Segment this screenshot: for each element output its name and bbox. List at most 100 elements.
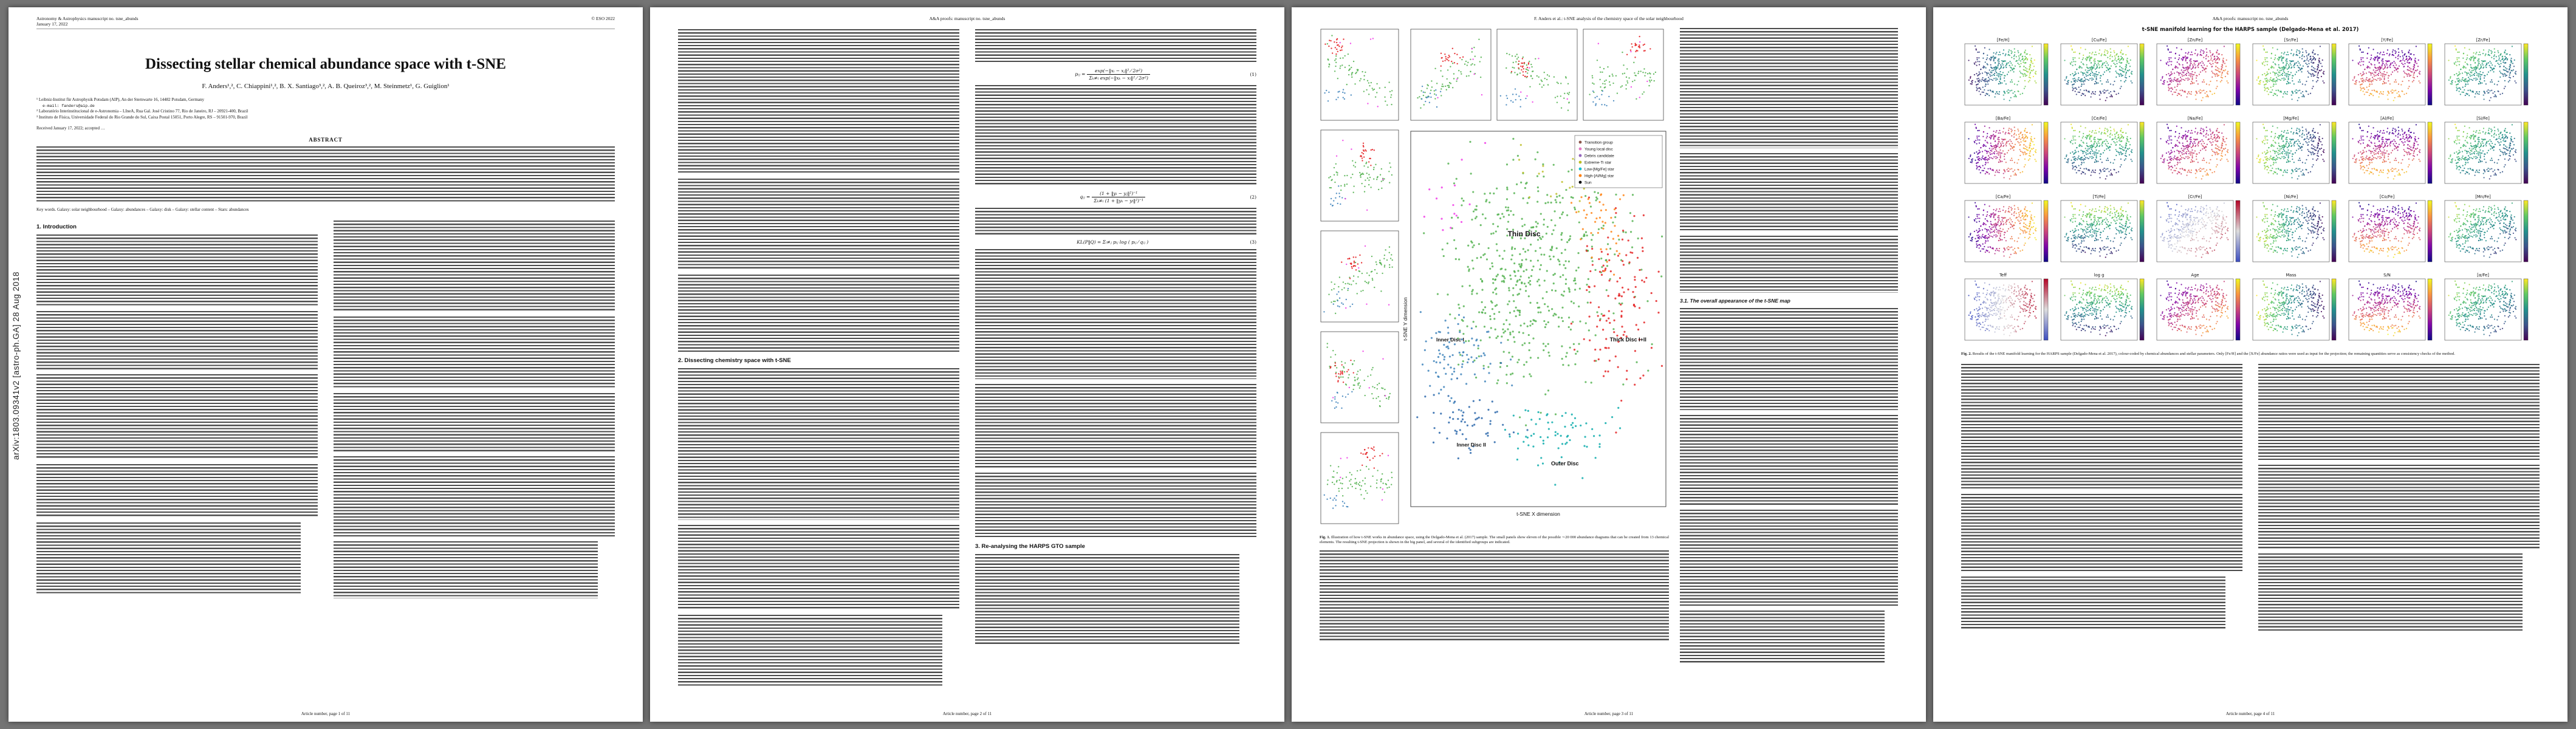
svg-text:[Fe/H]: [Fe/H] xyxy=(1997,38,2010,43)
keywords-line: Key words. Galaxy: solar neighbourhood –… xyxy=(36,207,249,212)
paper-title: Dissecting stellar chemical abundance sp… xyxy=(145,56,506,72)
left-column xyxy=(1961,364,2242,636)
author-line: F. Anders¹,², C. Chiappini¹,², B. X. San… xyxy=(202,83,450,90)
body-paragraph xyxy=(334,221,615,312)
svg-text:Thin Disc: Thin Disc xyxy=(1508,230,1541,238)
affiliation-1: ¹ Leibniz-Institut für Astrophysik Potsd… xyxy=(36,97,205,102)
page-2: A&A proofs: manuscript no. tsne_abunds 2… xyxy=(650,7,1284,722)
body-paragraph xyxy=(975,384,1256,468)
figure-2-title: t-SNE manifold learning for the HARPS sa… xyxy=(2142,27,2359,33)
svg-text:Extreme-Ti star: Extreme-Ti star xyxy=(1584,161,1612,165)
left-column: 2. Dissecting chemistry space with t-SNE xyxy=(678,29,959,691)
figure-1-caption-text: Illustration of how t-SNE works in abund… xyxy=(1320,535,1670,545)
abstract-heading: ABSTRACT xyxy=(309,137,343,143)
body-paragraph xyxy=(1320,550,1669,640)
equation-2: qᵢⱼ = (1 + ‖yᵢ − yⱼ‖²)⁻¹ Σₖ≠ₗ (1 + ‖yₖ − y… xyxy=(975,191,1256,204)
running-header: F. Anders et al.: t-SNE analysis of the … xyxy=(1534,16,1684,21)
equation-1-number: (1) xyxy=(1250,72,1256,77)
equation-3-formula: KL(P‖Q) = Σᵢ≠ⱼ pᵢⱼ log ( pᵢⱼ ⁄ qᵢⱼ ) xyxy=(1077,239,1149,245)
body-paragraph xyxy=(975,208,1256,234)
section-heading-introduction: 1. Introduction xyxy=(36,224,77,230)
body-paragraph xyxy=(2258,364,2540,460)
body-paragraph xyxy=(334,393,615,451)
page-footer: Article number, page 4 of 11 xyxy=(2225,711,2275,716)
svg-text:Low-[Mg/Fe] star: Low-[Mg/Fe] star xyxy=(1584,168,1615,172)
figure-1-tsne-map: Thin Disc Thick Disc I+II Inner Disc I Inne… xyxy=(1320,29,1667,524)
svg-text:Young local disc: Young local disc xyxy=(1584,148,1613,152)
body-paragraph xyxy=(1961,577,2226,631)
left-column: 1. Introduction xyxy=(36,221,318,603)
body-paragraph xyxy=(2258,465,2540,549)
page-4: A&A proofs: manuscript no. tsne_abunds t… xyxy=(1933,7,2567,722)
svg-text:[Y/Fe]: [Y/Fe] xyxy=(2381,38,2393,43)
body-paragraph xyxy=(1961,494,2242,572)
body-paragraph xyxy=(2258,553,2523,632)
arxiv-stamp: arXiv:1803.09341v2 [astro-ph.GA] 28 Aug … xyxy=(12,271,21,460)
figure-2-caption-text: Results of the t-SNE manifold learning f… xyxy=(1972,352,2455,356)
svg-text:Thick Disc I+II: Thick Disc I+II xyxy=(1610,337,1646,343)
body-paragraph xyxy=(975,85,1256,186)
page-footer: Article number, page 3 of 11 xyxy=(1584,711,1634,716)
svg-text:[Ba/Fe]: [Ba/Fe] xyxy=(1996,116,2010,121)
copyright-line: © ESO 2022 xyxy=(591,16,615,21)
body-paragraph xyxy=(1680,153,1898,231)
body-columns: 1. Introduction xyxy=(36,221,615,603)
manuscript-line: Astronomy & Astrophysics manuscript no. … xyxy=(36,16,139,21)
figure-1-caption: Fig. 1. Illustration of how t-SNE works … xyxy=(1320,535,1669,546)
body-paragraph xyxy=(678,275,959,352)
body-paragraph xyxy=(1680,510,1898,606)
body-paragraph xyxy=(334,541,598,598)
svg-text:Outer Disc: Outer Disc xyxy=(1551,460,1579,467)
page-3: F. Anders et al.: t-SNE analysis of the … xyxy=(1292,7,1926,722)
body-columns xyxy=(1961,364,2540,636)
equation-3: KL(P‖Q) = Σᵢ≠ⱼ pᵢⱼ log ( pᵢⱼ ⁄ qᵢⱼ ) (3) xyxy=(975,239,1256,245)
body-paragraph xyxy=(36,522,301,594)
body-paragraph xyxy=(678,525,959,610)
svg-text:Inner Disc II: Inner Disc II xyxy=(1457,442,1486,448)
right-column: pᵢⱼ = exp(−‖xᵢ − xⱼ‖² ⁄ 2σ²) Σₖ≠ₗ exp(−‖xₖ… xyxy=(975,29,1256,691)
figure-2-caption-label: Fig. 2. xyxy=(1961,352,1972,356)
running-header: Astronomy & Astrophysics manuscript no. … xyxy=(36,16,615,29)
page-footer: Article number, page 1 of 11 xyxy=(301,711,351,716)
svg-text:[Zr/Fe]: [Zr/Fe] xyxy=(2476,38,2490,43)
date-line: January 17, 2022 xyxy=(36,21,68,27)
figure-1-caption-label: Fig. 1. xyxy=(1320,535,1331,539)
svg-text:t-SNE Y dimension: t-SNE Y dimension xyxy=(1402,297,1408,341)
running-header: A&A proofs: manuscript no. tsne_abunds xyxy=(2212,16,2289,21)
equation-1-formula: pᵢⱼ = exp(−‖xᵢ − xⱼ‖² ⁄ 2σ²) Σₖ≠ₗ exp(−‖xₖ… xyxy=(975,68,1250,81)
svg-text:[Cu/Fe]: [Cu/Fe] xyxy=(2092,38,2107,43)
svg-text:High-[Al/Mg] star: High-[Al/Mg] star xyxy=(1584,174,1614,179)
svg-text:[Zn/Fe]: [Zn/Fe] xyxy=(2188,38,2203,43)
right-column xyxy=(334,221,615,603)
received-line: Received January 17, 2022; accepted … xyxy=(36,126,105,131)
body-paragraph xyxy=(1680,308,1898,410)
affiliation-3: ³ Instituto de Física, Universidade Fede… xyxy=(36,114,248,120)
figure-1-column: Thin Disc Thick Disc I+II Inner Disc I Inne… xyxy=(1320,28,1669,668)
body-paragraph xyxy=(36,311,318,369)
svg-text:[Ce/Fe]: [Ce/Fe] xyxy=(2092,116,2107,121)
body-paragraph xyxy=(1680,236,1898,293)
running-header: A&A proofs: manuscript no. tsne_abunds xyxy=(929,16,1005,21)
section-heading-2: 2. Dissecting chemistry space with t-SNE xyxy=(678,357,791,364)
equation-2-number: (2) xyxy=(1250,194,1256,200)
body-columns: 2. Dissecting chemistry space with t-SNE… xyxy=(678,29,1256,691)
svg-text:Transition group: Transition group xyxy=(1584,141,1613,145)
body-paragraph xyxy=(1680,28,1898,148)
body-paragraph xyxy=(1680,611,1885,663)
body-paragraph xyxy=(1961,364,2242,490)
body-paragraph xyxy=(36,464,318,518)
body-paragraph xyxy=(975,554,1240,645)
body-paragraph xyxy=(36,234,318,306)
page-footer: Article number, page 2 of 11 xyxy=(942,711,992,716)
right-column xyxy=(2258,364,2540,636)
body-paragraph xyxy=(975,29,1256,63)
body-paragraph xyxy=(1680,415,1898,505)
abstract-text-greeked xyxy=(36,146,615,202)
body-paragraph xyxy=(334,456,615,536)
equation-1: pᵢⱼ = exp(−‖xᵢ − xⱼ‖² ⁄ 2σ²) Σₖ≠ₗ exp(−‖xₖ… xyxy=(975,68,1256,81)
svg-text:Sun: Sun xyxy=(1584,181,1592,185)
equation-3-number: (3) xyxy=(1250,239,1256,245)
svg-text:[Sr/Fe]: [Sr/Fe] xyxy=(2284,38,2298,43)
svg-text:Inner Disc I: Inner Disc I xyxy=(1436,337,1464,343)
